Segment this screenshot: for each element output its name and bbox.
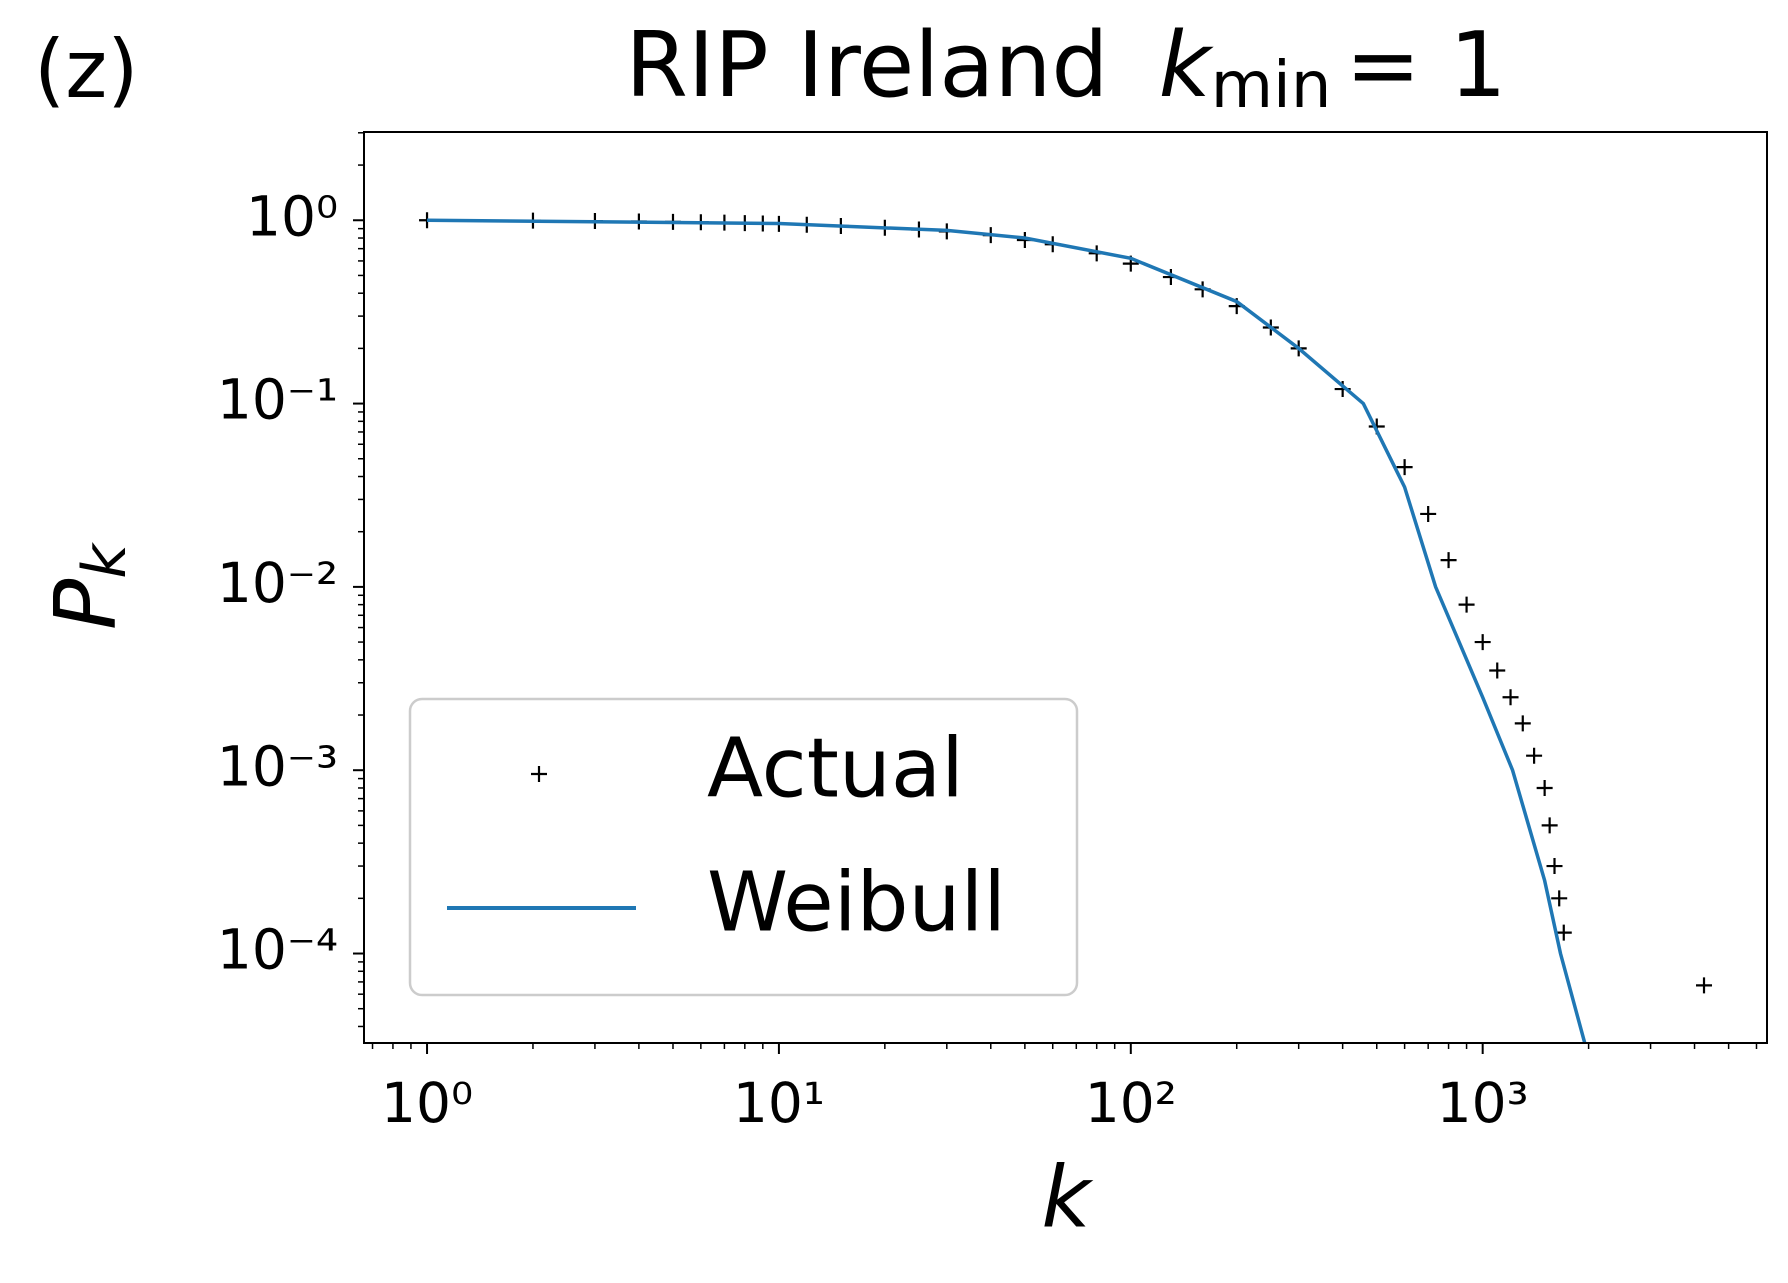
legend-box <box>408 697 1079 997</box>
plot-area <box>419 212 1713 1043</box>
y-label-symbol: P <box>37 578 136 630</box>
title-subscript: min <box>1211 49 1332 123</box>
y-axis-label: Pk <box>37 542 139 630</box>
data-point <box>1489 662 1506 679</box>
data-point <box>1474 634 1491 651</box>
panel-label: (z) <box>34 23 138 116</box>
title-symbol: k <box>1159 13 1215 118</box>
y-tick-label: 10⁻⁴ <box>217 918 338 982</box>
x-tick-label: 10⁰ <box>381 1071 473 1135</box>
legend-marker <box>531 766 547 782</box>
data-point <box>1420 505 1437 522</box>
x-tick-label: 10¹ <box>733 1071 825 1135</box>
title-text: RIP Ireland <box>625 13 1108 118</box>
y-tick-label: 10⁻³ <box>217 734 338 798</box>
y-tick-label: 10⁻¹ <box>217 368 338 432</box>
y-tick-label: 10⁻² <box>217 551 338 615</box>
data-point <box>1514 715 1531 732</box>
x-tick-label: 10² <box>1085 1071 1177 1135</box>
data-point <box>1546 858 1563 875</box>
data-point <box>1541 817 1558 834</box>
data-point <box>1555 924 1572 941</box>
y-label-subscript: k <box>70 542 140 579</box>
data-point <box>1502 689 1519 706</box>
data-point <box>1440 552 1457 569</box>
data-point <box>1536 779 1553 796</box>
data-point <box>1396 459 1413 476</box>
legend-label: Actual <box>707 721 964 816</box>
chart-title: RIP Ireland kmin = 1 <box>625 13 1506 123</box>
plot-frame <box>363 131 1768 1044</box>
y-tick-label: 10⁰ <box>246 184 338 248</box>
title-value: = 1 <box>1345 13 1506 118</box>
series-line <box>427 218 1587 1043</box>
x-axis-label: k <box>1041 1148 1093 1247</box>
x-tick-label: 10³ <box>1437 1071 1529 1135</box>
data-point <box>1696 977 1713 994</box>
data-point <box>1458 596 1475 613</box>
legend-label: Weibull <box>707 855 1006 950</box>
data-point <box>1526 747 1543 764</box>
data-point <box>1551 890 1568 907</box>
